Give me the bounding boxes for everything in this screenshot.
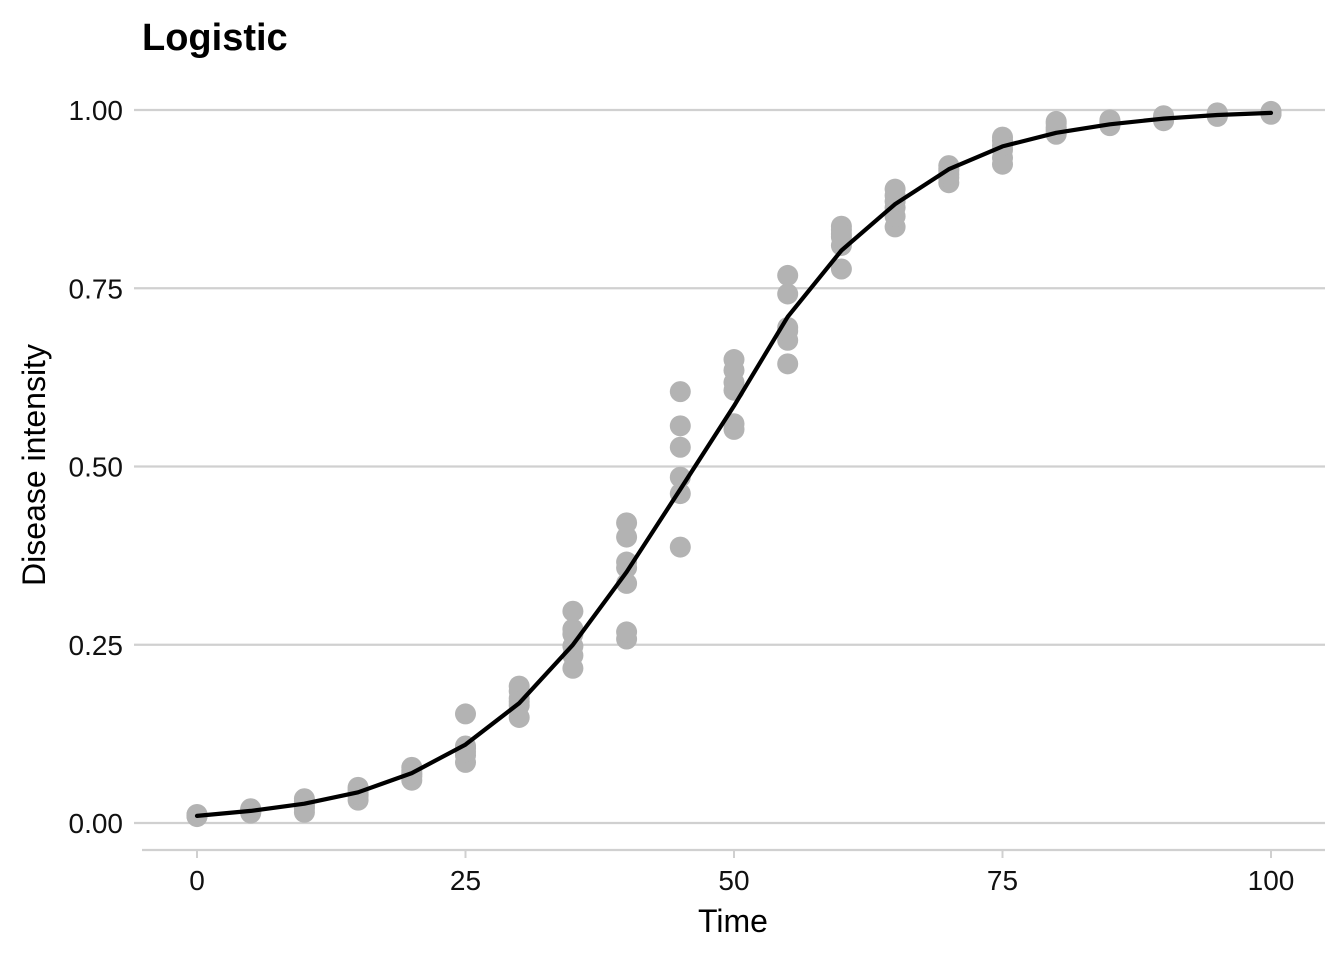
fitted-logistic-line [194,110,1274,818]
y-tick-label: 0.00 [69,808,124,839]
y-tick-label: 0.25 [69,630,124,661]
x-tick-label: 75 [987,865,1018,896]
data-point [669,381,691,403]
data-point [616,512,638,534]
data-point [777,283,799,305]
data-point [830,223,852,245]
gridlines [134,108,1325,825]
x-axis-label: Time [698,903,768,939]
data-point [616,621,638,643]
y-tick-label: 0.50 [69,452,124,483]
y-tick-label: 1.00 [69,95,124,126]
chart-title: Logistic [142,17,288,59]
data-points [186,100,1282,828]
data-point [669,436,691,458]
data-point [830,258,852,280]
data-point [723,349,745,371]
y-tick-label: 0.75 [69,273,124,304]
x-tick-label: 25 [450,865,481,896]
data-point [884,178,906,200]
data-point [777,264,799,286]
data-point [777,353,799,375]
data-point [455,703,476,725]
x-axis-ticks: 0 25 50 75 100 [189,850,1294,896]
data-point [508,675,530,697]
data-point [669,415,691,437]
y-axis-ticks: 0.00 0.25 0.50 0.75 1.00 [69,95,124,839]
data-point [723,413,745,435]
x-tick-label: 0 [189,865,205,896]
x-tick-label: 100 [1248,865,1295,896]
data-point [562,600,584,622]
x-tick-label: 50 [718,865,749,896]
data-point [669,536,691,558]
y-axis-label: Disease intensity [16,344,52,586]
